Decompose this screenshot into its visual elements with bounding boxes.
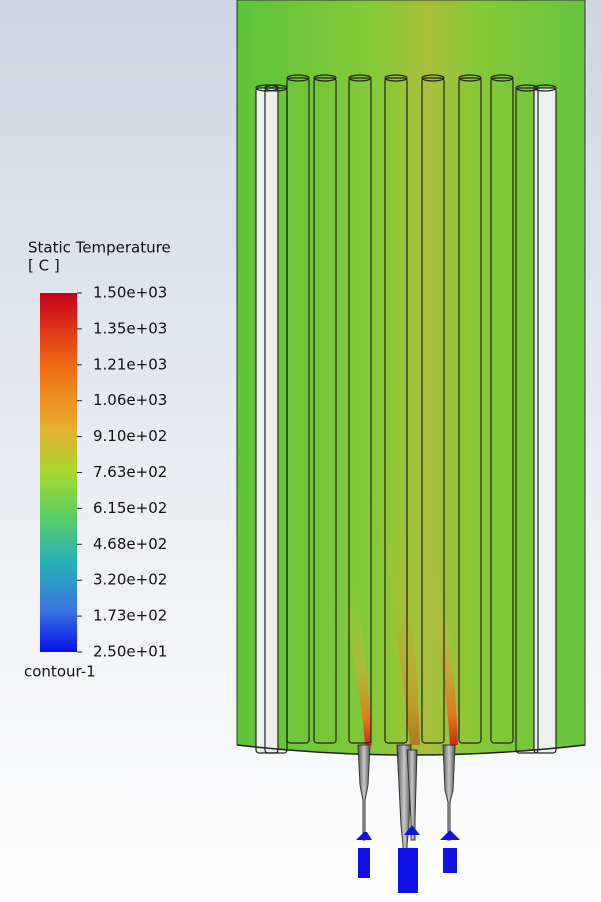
tube xyxy=(255,87,279,754)
tick-label: 1.50e+03 xyxy=(93,284,167,302)
tube-end xyxy=(348,74,372,82)
tube-end xyxy=(490,74,514,82)
tube xyxy=(458,77,482,744)
combustor xyxy=(236,0,586,756)
legend-unit: [ C ] xyxy=(28,257,60,275)
tick-label: 7.63e+02 xyxy=(93,463,167,481)
tick-label: 3.20e+02 xyxy=(93,571,167,589)
tube xyxy=(286,77,310,744)
tube xyxy=(490,77,514,744)
tube-end xyxy=(421,74,445,82)
tube xyxy=(533,87,557,754)
legend: Static Temperature [ C ] 1.50e+03 1.35e+0… xyxy=(24,239,171,681)
tube-end xyxy=(458,74,482,82)
tube xyxy=(313,77,337,744)
legend-title: Static Temperature xyxy=(28,239,171,257)
legend-name: contour-1 xyxy=(24,663,96,681)
tube-end xyxy=(313,74,337,82)
tube-end xyxy=(515,84,539,92)
tube xyxy=(515,87,539,754)
tick-label: 9.10e+02 xyxy=(93,427,167,445)
nozzles xyxy=(356,744,460,893)
tube xyxy=(348,77,372,744)
tick-label: 1.73e+02 xyxy=(93,607,167,625)
tick-label: 1.06e+03 xyxy=(93,391,167,409)
tick-label: 6.15e+02 xyxy=(93,499,167,517)
tube-end xyxy=(286,74,310,82)
tube-end xyxy=(384,74,408,82)
tube xyxy=(421,77,445,744)
tick-label: 1.35e+03 xyxy=(93,319,167,337)
tick-label: 4.68e+02 xyxy=(93,535,167,553)
colorbar xyxy=(40,293,77,652)
tube xyxy=(384,77,408,744)
tick-label: 2.50e+01 xyxy=(93,643,167,661)
tick-label: 1.21e+03 xyxy=(93,355,167,373)
